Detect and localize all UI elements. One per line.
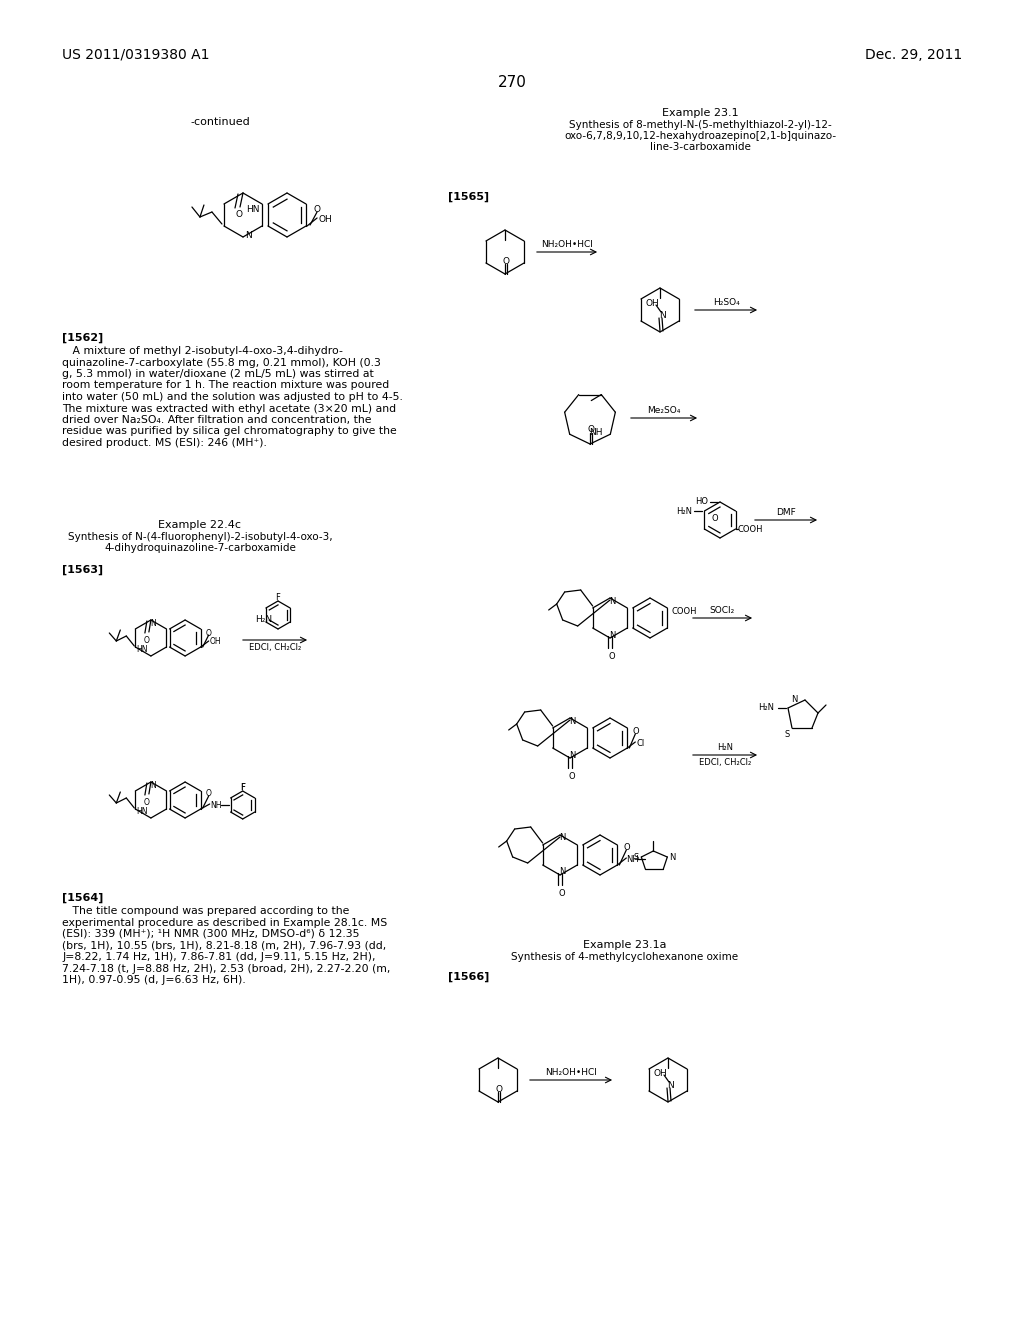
Text: into water (50 mL) and the solution was adjusted to pH to 4-5.: into water (50 mL) and the solution was … — [62, 392, 402, 403]
Text: A mixture of methyl 2-isobutyl-4-oxo-3,4-dihydro-: A mixture of methyl 2-isobutyl-4-oxo-3,4… — [62, 346, 343, 356]
Text: N: N — [609, 597, 615, 606]
Text: NH₂OH•HCl: NH₂OH•HCl — [541, 240, 593, 249]
Text: S: S — [633, 854, 638, 862]
Text: SOCl₂: SOCl₂ — [710, 606, 735, 615]
Text: Synthesis of N-(4-fluorophenyl)-2-isobutyl-4-oxo-3,: Synthesis of N-(4-fluorophenyl)-2-isobut… — [68, 532, 333, 543]
Text: desired product. MS (ESI): 246 (MH⁺).: desired product. MS (ESI): 246 (MH⁺). — [62, 438, 267, 447]
Text: Dec. 29, 2011: Dec. 29, 2011 — [864, 48, 962, 62]
Text: O: O — [588, 425, 595, 434]
Text: N: N — [151, 780, 156, 789]
Text: O: O — [206, 788, 212, 797]
Text: Synthesis of 4-methylcyclohexanone oxime: Synthesis of 4-methylcyclohexanone oxime — [511, 952, 738, 962]
Text: O: O — [313, 205, 321, 214]
Text: N: N — [792, 696, 798, 705]
Text: US 2011/0319380 A1: US 2011/0319380 A1 — [62, 48, 210, 62]
Text: HN: HN — [136, 645, 147, 655]
Text: [1565]: [1565] — [449, 191, 489, 202]
Text: [1564]: [1564] — [62, 894, 103, 903]
Text: 270: 270 — [498, 75, 526, 90]
Text: HO: HO — [695, 498, 708, 507]
Text: F: F — [241, 783, 245, 792]
Text: The mixture was extracted with ethyl acetate (3×20 mL) and: The mixture was extracted with ethyl ace… — [62, 404, 396, 413]
Text: 1H), 0.97-0.95 (d, J=6.63 Hz, 6H).: 1H), 0.97-0.95 (d, J=6.63 Hz, 6H). — [62, 975, 246, 985]
Text: N: N — [559, 867, 565, 876]
Text: O: O — [559, 888, 565, 898]
Text: line-3-carboxamide: line-3-carboxamide — [649, 143, 751, 152]
Text: Cl: Cl — [636, 738, 644, 747]
Text: NH: NH — [627, 854, 639, 863]
Text: O: O — [144, 636, 150, 645]
Text: Example 23.1a: Example 23.1a — [584, 940, 667, 950]
Text: H₂SO₄: H₂SO₄ — [713, 298, 739, 308]
Text: experimental procedure as described in Example 28.1c. MS: experimental procedure as described in E… — [62, 917, 387, 928]
Text: O: O — [503, 256, 510, 265]
Text: H₂N: H₂N — [758, 704, 774, 713]
Text: EDCl, CH₂Cl₂: EDCl, CH₂Cl₂ — [249, 643, 301, 652]
Text: H₂N: H₂N — [717, 743, 733, 752]
Text: N: N — [667, 1081, 674, 1089]
Text: O: O — [568, 772, 575, 781]
Text: [1562]: [1562] — [62, 333, 103, 343]
Text: NH: NH — [590, 428, 603, 437]
Text: OH: OH — [653, 1069, 667, 1078]
Text: OH: OH — [210, 638, 221, 647]
Text: Example 22.4c: Example 22.4c — [159, 520, 242, 531]
Text: (brs, 1H), 10.55 (brs, 1H), 8.21-8.18 (m, 2H), 7.96-7.93 (dd,: (brs, 1H), 10.55 (brs, 1H), 8.21-8.18 (m… — [62, 940, 386, 950]
Text: H₂N: H₂N — [255, 615, 272, 624]
Text: OH: OH — [645, 300, 658, 309]
Text: 7.24-7.18 (t, J=8.88 Hz, 2H), 2.53 (broad, 2H), 2.27-2.20 (m,: 7.24-7.18 (t, J=8.88 Hz, 2H), 2.53 (broa… — [62, 964, 390, 974]
Text: COOH: COOH — [672, 607, 697, 616]
Text: O: O — [236, 210, 243, 219]
Text: S: S — [784, 730, 790, 739]
Text: oxo-6,7,8,9,10,12-hexahydroazepino[2,1-b]quinazo-: oxo-6,7,8,9,10,12-hexahydroazepino[2,1-b… — [564, 131, 836, 141]
Text: N: N — [151, 619, 156, 627]
Text: room temperature for 1 h. The reaction mixture was poured: room temperature for 1 h. The reaction m… — [62, 380, 389, 391]
Text: DMF: DMF — [776, 508, 796, 517]
Text: Me₂SO₄: Me₂SO₄ — [647, 407, 681, 414]
Text: NH: NH — [211, 800, 222, 809]
Text: (ESI): 339 (MH⁺); ¹H NMR (300 MHz, DMSO-d⁶) δ 12.35: (ESI): 339 (MH⁺); ¹H NMR (300 MHz, DMSO-… — [62, 929, 359, 939]
Text: COOH: COOH — [737, 524, 763, 533]
Text: EDCl, CH₂Cl₂: EDCl, CH₂Cl₂ — [698, 758, 752, 767]
Text: 4-dihydroquinazoline-7-carboxamide: 4-dihydroquinazoline-7-carboxamide — [104, 543, 296, 553]
Text: g, 5.3 mmol) in water/dioxane (2 mL/5 mL) was stirred at: g, 5.3 mmol) in water/dioxane (2 mL/5 mL… — [62, 370, 374, 379]
Text: F: F — [241, 783, 245, 792]
Text: The title compound was prepared according to the: The title compound was prepared accordin… — [62, 906, 349, 916]
Text: N: N — [658, 310, 666, 319]
Text: quinazoline-7-carboxylate (55.8 mg, 0.21 mmol), KOH (0.3: quinazoline-7-carboxylate (55.8 mg, 0.21… — [62, 358, 381, 367]
Text: N: N — [559, 833, 565, 842]
Text: HN: HN — [247, 205, 260, 214]
Text: O: O — [712, 513, 718, 523]
Text: O: O — [144, 799, 150, 807]
Text: N: N — [568, 751, 575, 759]
Text: [1566]: [1566] — [449, 972, 489, 982]
Text: O: O — [608, 652, 615, 661]
Text: F: F — [275, 593, 281, 602]
Text: Synthesis of 8-methyl-N-(5-methylthiazol-2-yl)-12-: Synthesis of 8-methyl-N-(5-methylthiazol… — [568, 120, 831, 129]
Text: N: N — [670, 853, 676, 862]
Text: NH₂OH•HCl: NH₂OH•HCl — [545, 1068, 597, 1077]
Text: O: O — [496, 1085, 503, 1093]
Text: dried over Na₂SO₄. After filtration and concentration, the: dried over Na₂SO₄. After filtration and … — [62, 414, 372, 425]
Text: N: N — [245, 231, 252, 240]
Text: residue was purified by silica gel chromatography to give the: residue was purified by silica gel chrom… — [62, 426, 396, 437]
Text: OH: OH — [318, 214, 332, 223]
Text: HN: HN — [136, 808, 147, 817]
Text: [1563]: [1563] — [62, 565, 103, 576]
Text: N: N — [568, 717, 575, 726]
Text: -continued: -continued — [190, 117, 250, 127]
Text: O: O — [206, 628, 212, 638]
Text: J=8.22, 1.74 Hz, 1H), 7.86-7.81 (dd, J=9.11, 5.15 Hz, 2H),: J=8.22, 1.74 Hz, 1H), 7.86-7.81 (dd, J=9… — [62, 952, 376, 962]
Text: O: O — [623, 842, 630, 851]
Text: Example 23.1: Example 23.1 — [662, 108, 738, 117]
Text: H₂N: H₂N — [677, 507, 692, 516]
Text: N: N — [609, 631, 615, 639]
Text: O: O — [632, 726, 639, 735]
